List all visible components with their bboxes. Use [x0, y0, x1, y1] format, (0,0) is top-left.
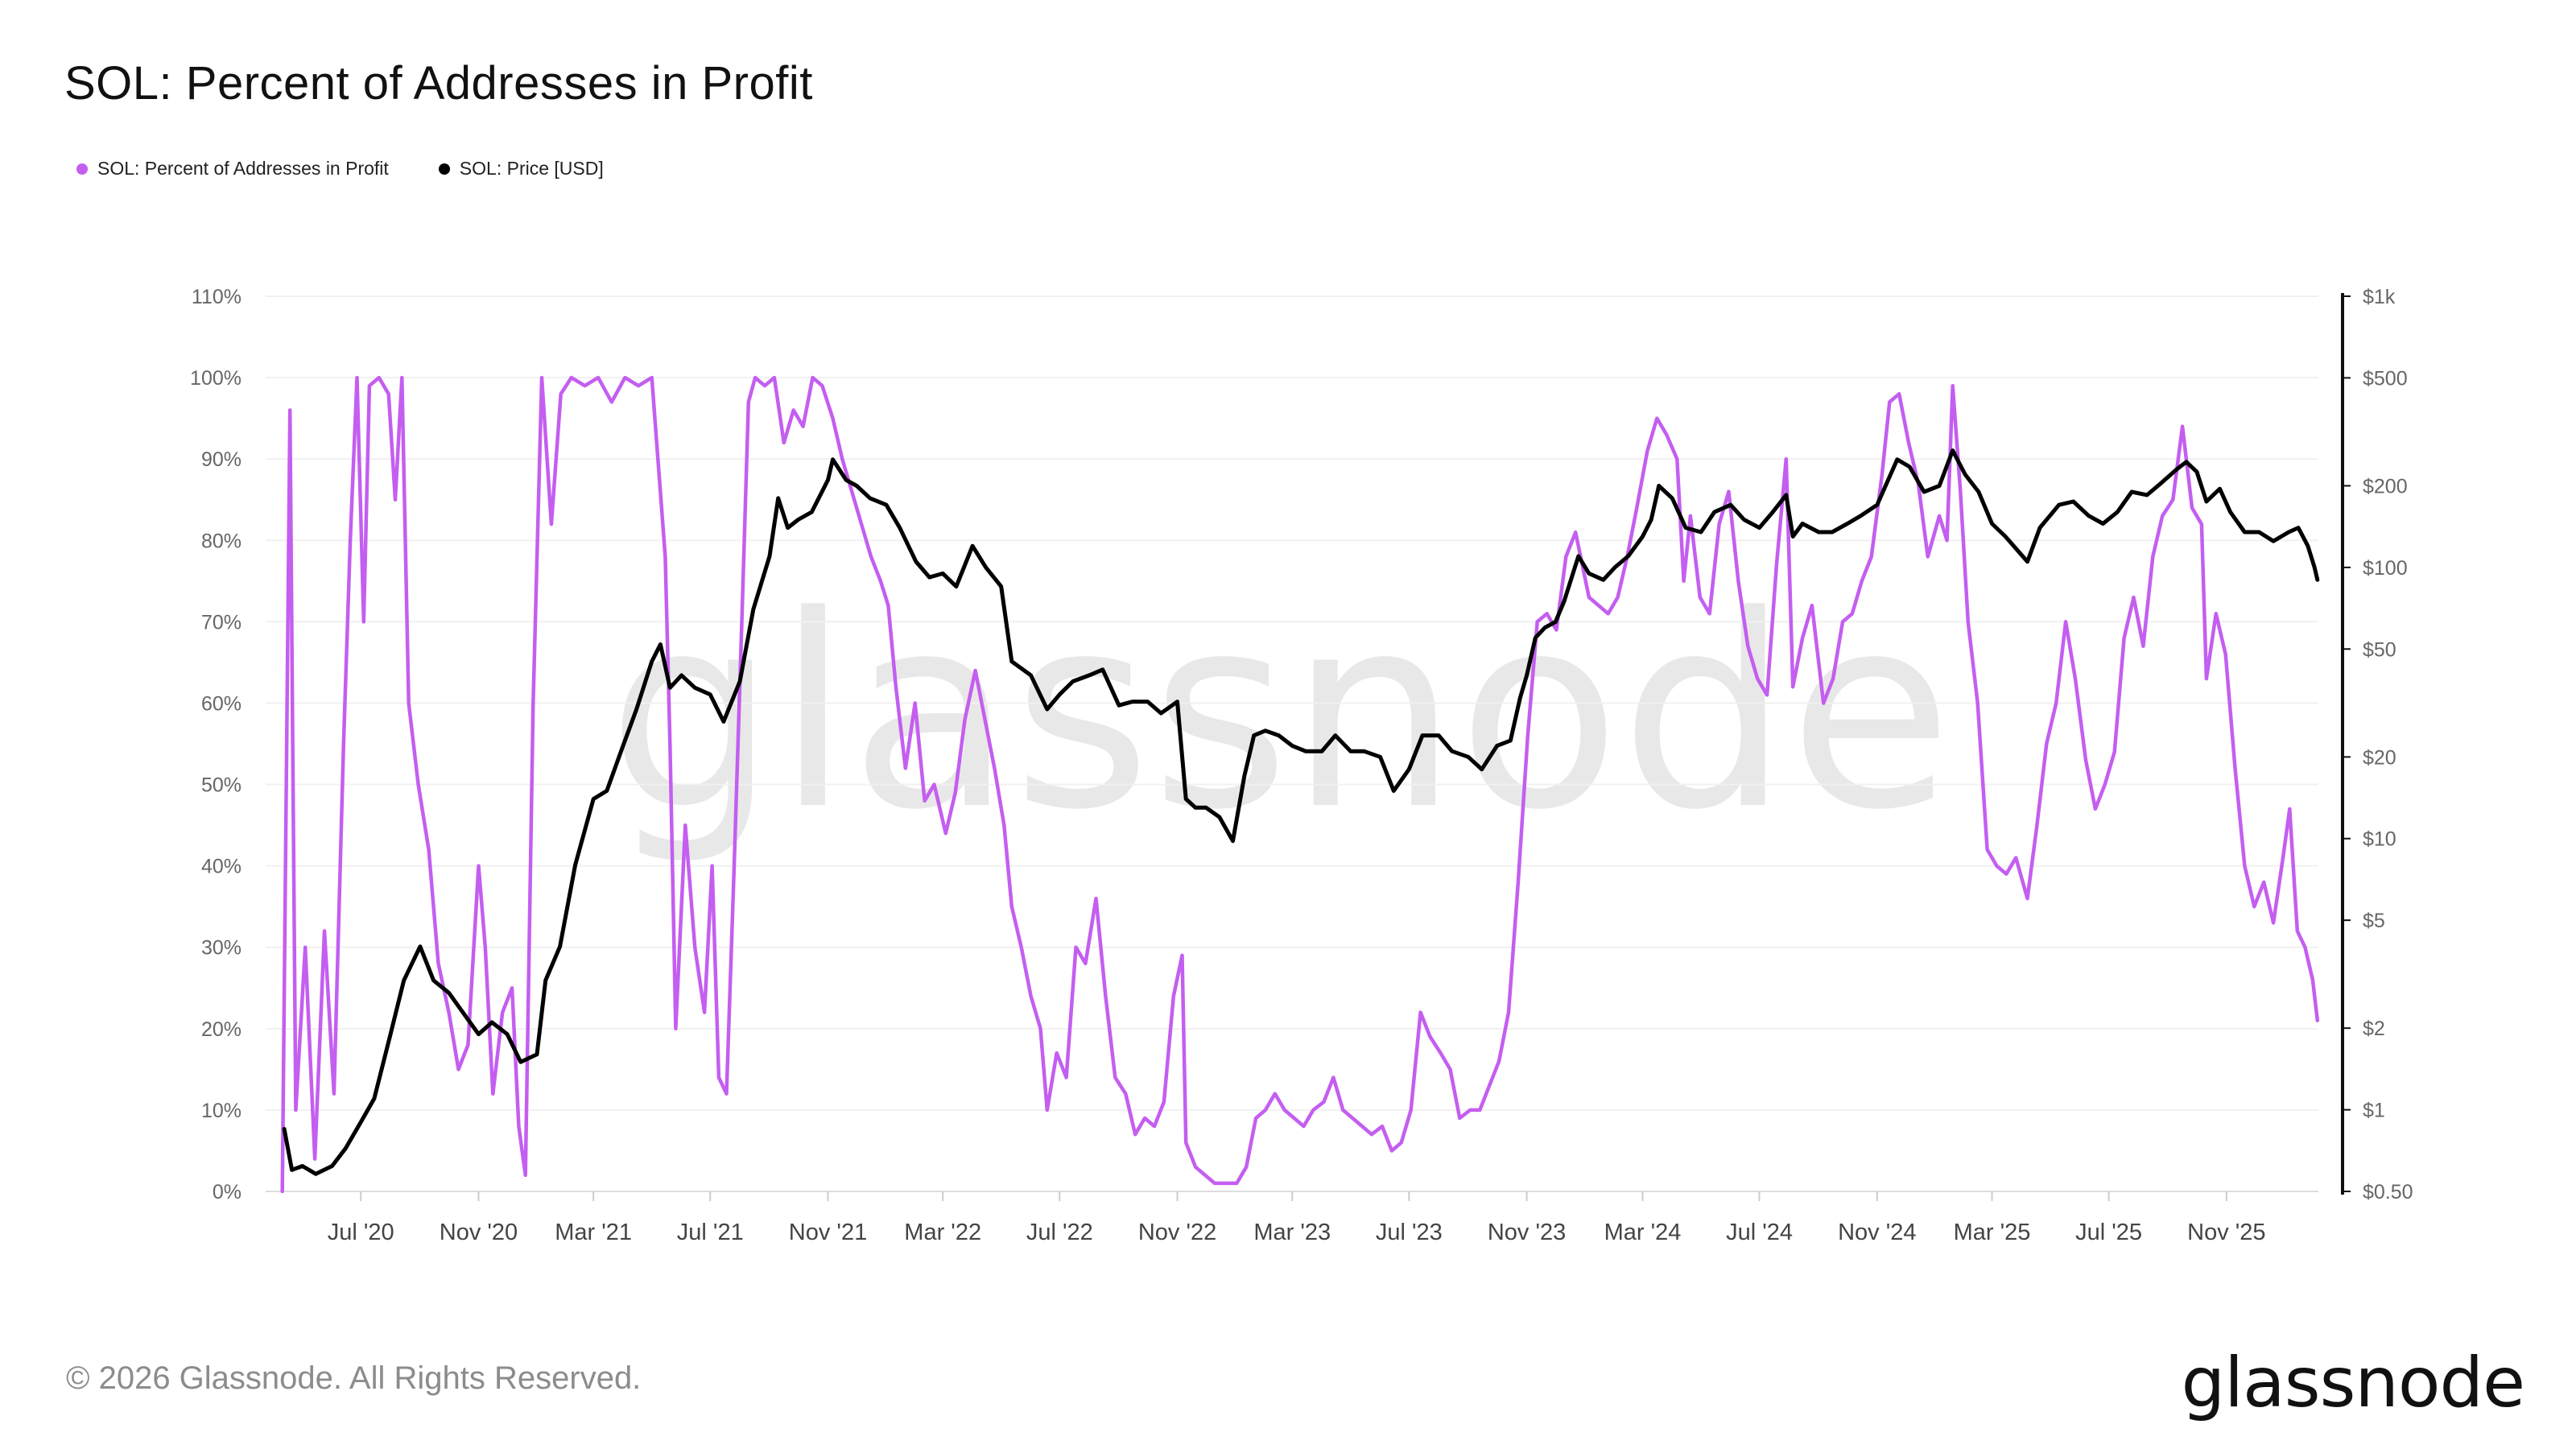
x-tick-label: Jul '24: [1726, 1220, 1793, 1245]
price-line: [282, 448, 2320, 1176]
x-tick-label: Mar '22: [904, 1220, 981, 1245]
profit-percent-line: [280, 375, 2320, 1194]
x-tick-label: Nov '23: [1488, 1220, 1566, 1245]
legend-dot-price: [438, 163, 450, 175]
chart-legend: SOL: Percent of Addresses in Profit SOL:…: [76, 158, 604, 180]
y-right-tick-label: $100: [2363, 557, 2408, 580]
legend-item-profit[interactable]: SOL: Percent of Addresses in Profit: [76, 158, 389, 180]
legend-item-price[interactable]: SOL: Price [USD]: [438, 158, 604, 180]
x-tick-label: Jul '23: [1376, 1220, 1443, 1245]
copyright-footer: © 2026 Glassnode. All Rights Reserved.: [66, 1360, 642, 1396]
legend-label-profit: SOL: Percent of Addresses in Profit: [97, 158, 389, 179]
x-tick-label: Jul '20: [328, 1220, 394, 1245]
y-left-tick-label: 70%: [201, 611, 242, 634]
y-left-tick-label: 10%: [201, 1100, 242, 1122]
y-left-tick-label: 20%: [201, 1018, 242, 1041]
left-axis: 0% 10% 20% 30% 40% 50% 60% 70% 80% 90% 100% 110%: [190, 286, 242, 1203]
x-tick-label: Nov '25: [2187, 1220, 2265, 1245]
right-axis: $0.50 $1 $2 $5 $10 $20 $50 $100 $200 $500 $1k: [2341, 286, 2413, 1203]
y-left-tick-label: 90%: [201, 448, 242, 471]
y-left-tick-label: 60%: [201, 692, 242, 715]
y-left-tick-label: 30%: [201, 937, 242, 960]
x-tick-label: Nov '20: [440, 1220, 518, 1245]
chart-title: SOL: Percent of Addresses in Profit: [64, 57, 813, 109]
y-right-tick-label: $20: [2363, 746, 2396, 769]
y-right-tick-label: $0.50: [2363, 1181, 2413, 1203]
x-tick-label: Mar '24: [1604, 1220, 1682, 1245]
x-tick-label: Nov '21: [789, 1220, 867, 1245]
y-right-tick-label: $200: [2363, 475, 2408, 497]
legend-label-price: SOL: Price [USD]: [459, 158, 604, 179]
y-right-tick-label: $500: [2363, 367, 2408, 390]
y-left-tick-label: 40%: [201, 856, 242, 878]
y-right-tick-label: $1k: [2363, 286, 2396, 308]
y-left-tick-label: 0%: [213, 1181, 242, 1203]
x-tick-label: Jul '21: [677, 1220, 744, 1245]
y-right-tick-label: $5: [2363, 910, 2385, 932]
x-tick-label: Jul '22: [1026, 1220, 1093, 1245]
series-layer: [280, 375, 2320, 1194]
y-right-tick-label: $50: [2363, 638, 2396, 661]
y-right-tick-label: $1: [2363, 1100, 2385, 1122]
legend-dot-profit: [76, 163, 88, 175]
glassnode-logo: glassnode: [2181, 1343, 2525, 1423]
x-tick-label: Jul '25: [2075, 1220, 2142, 1245]
x-tick-label: Nov '22: [1138, 1220, 1216, 1245]
x-tick-label: Mar '21: [555, 1220, 632, 1245]
y-left-tick-label: 50%: [201, 774, 242, 797]
x-axis: Jul '20 Nov '20 Mar '21 Jul '21 Nov '21 Mar '…: [328, 1191, 2266, 1245]
y-right-tick-label: $2: [2363, 1018, 2385, 1040]
y-left-tick-label: 80%: [201, 530, 242, 552]
y-left-tick-label: 100%: [190, 367, 242, 390]
x-tick-label: Mar '25: [1954, 1220, 2031, 1245]
x-tick-label: Nov '24: [1838, 1220, 1916, 1245]
watermark: glassnode: [608, 559, 1953, 868]
y-left-tick-label: 110%: [192, 286, 242, 308]
x-tick-label: Mar '23: [1253, 1220, 1331, 1245]
y-right-tick-label: $10: [2363, 828, 2396, 851]
